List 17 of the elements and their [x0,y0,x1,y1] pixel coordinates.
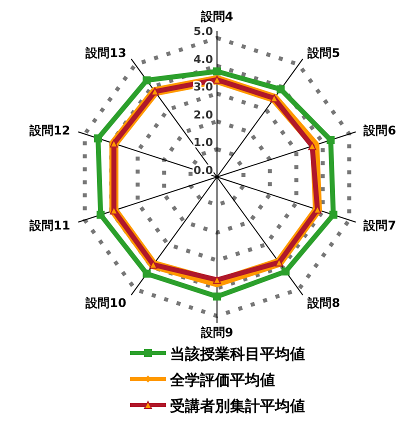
spoke-label: 設問12 [28,123,70,138]
spoke-label: 設問9 [200,325,234,340]
spoke-label: 設問4 [200,10,234,24]
spoke-label: 設問8 [306,296,340,310]
legend-label: 当該授業科目平均値 [170,345,305,363]
y-tick-label: 1.0 [194,136,214,150]
spoke-label: 設問13 [84,46,126,60]
spoke-label: 設問11 [28,218,70,233]
spoke-label: 設問10 [84,296,126,310]
legend-label: 受講者別集計平均値 [169,397,305,415]
y-tick-label: 2.0 [194,108,214,122]
y-tick-label: 4.0 [194,52,214,66]
spoke-label: 設問7 [362,218,396,233]
spoke-label: 設問5 [306,46,340,60]
spoke-label: 設問6 [362,123,396,138]
legend-label: 全学評価平均値 [169,371,275,389]
y-tick-label: 5.0 [194,25,214,38]
